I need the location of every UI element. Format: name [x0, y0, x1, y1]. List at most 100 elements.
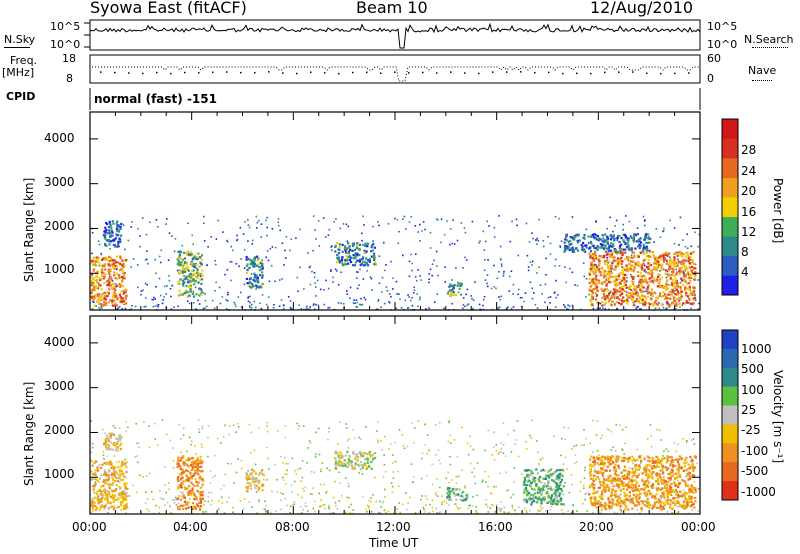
- velocity-speck: [265, 505, 267, 507]
- power-region-4-cell: [354, 252, 357, 255]
- power-speck: [678, 260, 680, 263]
- power-region-7-cell: [682, 263, 685, 266]
- power-speck: [392, 277, 394, 279]
- velocity-region-4-cell: [342, 464, 345, 468]
- velocity-speck: [644, 459, 646, 461]
- power-region-1-cell: [120, 222, 123, 226]
- power-speck: [592, 296, 594, 298]
- velocity-speck: [286, 473, 288, 476]
- velocity-region-7-cell: [646, 500, 649, 503]
- power-region-0-cell: [116, 278, 119, 281]
- power-region-5-cell: [455, 293, 458, 297]
- velocity-region-7-cell: [636, 468, 639, 471]
- velocity-region-2-cell: [196, 470, 199, 474]
- power-speck: [649, 238, 652, 240]
- velocity-speck: [394, 441, 397, 444]
- power-speck: [659, 236, 662, 239]
- power-ylabel: Slant Range [km]: [22, 177, 36, 282]
- power-region-7-cell: [642, 259, 646, 262]
- power-region-4-cell: [370, 250, 373, 253]
- nave-point: [492, 71, 494, 73]
- velocity-speck: [503, 511, 505, 513]
- power-region-2-cell: [182, 264, 185, 267]
- velocity-region-2-cell: [194, 463, 197, 466]
- velocity-speck: [301, 460, 304, 462]
- velocity-speck: [644, 465, 646, 468]
- velocity-speck: [459, 507, 461, 509]
- velocity-speck: [397, 470, 399, 473]
- velocity-region-6-cell: [535, 501, 538, 504]
- power-region-0-cell: [103, 302, 106, 305]
- power-region-6-cell: [593, 233, 596, 236]
- velocity-speck: [550, 467, 553, 470]
- power-region-7-cell: [622, 296, 625, 299]
- velocity-speck: [94, 481, 97, 483]
- velocity-region-2-cell: [200, 470, 203, 473]
- power-speck: [673, 227, 676, 229]
- power-region-7-cell: [623, 289, 626, 293]
- velocity-region-7-cell: [623, 456, 626, 459]
- power-region-7-cell: [613, 280, 616, 283]
- velocity-region-7-cell: [685, 475, 688, 478]
- power-speck: [585, 278, 588, 280]
- velocity-speck: [293, 501, 296, 503]
- velocity-region-3-cell: [246, 490, 249, 493]
- power-region-4-cell: [338, 261, 342, 264]
- velocity-speck: [396, 508, 398, 510]
- power-region-7-cell: [669, 277, 672, 280]
- velocity-speck: [426, 434, 429, 436]
- velocity-region-6-cell: [547, 479, 550, 483]
- power-region-2-cell: [191, 264, 194, 267]
- velocity-speck: [182, 483, 185, 485]
- velocity-region-2-cell: [199, 490, 202, 494]
- velocity-region-2-cell: [177, 507, 181, 510]
- velocity-region-4-cell: [360, 468, 363, 471]
- velocity-region-6-cell: [537, 488, 540, 491]
- velocity-speck: [697, 488, 700, 490]
- power-region-7-cell: [656, 263, 659, 266]
- velocity-speck: [436, 478, 438, 480]
- velocity-region-1-cell: [103, 442, 106, 445]
- velocity-region-0-cell: [100, 497, 103, 500]
- power-speck: [255, 215, 258, 218]
- power-region-4-cell: [338, 243, 341, 246]
- velocity-region-7-cell: [596, 462, 599, 465]
- power-speck: [210, 236, 213, 238]
- velocity-region-4-cell: [334, 463, 337, 466]
- velocity-speck: [658, 429, 661, 431]
- power-ytick-1000: 1000: [44, 262, 75, 276]
- power-region-7-cell: [675, 271, 679, 274]
- velocity-region-2-cell: [201, 490, 204, 494]
- velocity-region-7-cell: [656, 500, 659, 503]
- power-speck: [299, 266, 301, 269]
- power-region-0-cell: [92, 283, 95, 286]
- velocity-speck: [266, 421, 269, 424]
- velocity-speck: [431, 483, 434, 486]
- velocity-region-0-cell: [94, 496, 97, 499]
- velocity-region-2-cell: [199, 501, 203, 504]
- velocity-region-6-cell: [543, 482, 546, 485]
- power-region-7-cell: [670, 291, 673, 294]
- velocity-speck: [597, 490, 599, 492]
- velocity-region-6-cell: [523, 489, 526, 492]
- velocity-speck: [115, 507, 118, 510]
- velocity-region-0-cell: [111, 482, 115, 485]
- velocity-region-7-cell: [655, 459, 658, 462]
- power-region-2-cell: [192, 263, 195, 266]
- power-region-7-cell: [668, 268, 671, 271]
- power-speck: [130, 266, 132, 268]
- velocity-speck: [660, 496, 663, 499]
- velocity-speck: [456, 488, 459, 490]
- power-speck: [503, 270, 505, 273]
- power-region-2-cell: [198, 265, 201, 268]
- power-region-2-cell: [191, 279, 194, 282]
- velocity-region-0-cell: [121, 463, 124, 466]
- velocity-region-0-cell: [122, 506, 125, 509]
- power-speck: [249, 295, 251, 298]
- power-region-0-cell: [107, 284, 110, 287]
- velocity-speck: [237, 423, 239, 425]
- velocity-region-0-cell: [122, 492, 125, 495]
- power-region-6-cell: [623, 240, 626, 243]
- nave-point: [548, 71, 550, 74]
- power-region-4-cell: [356, 242, 359, 245]
